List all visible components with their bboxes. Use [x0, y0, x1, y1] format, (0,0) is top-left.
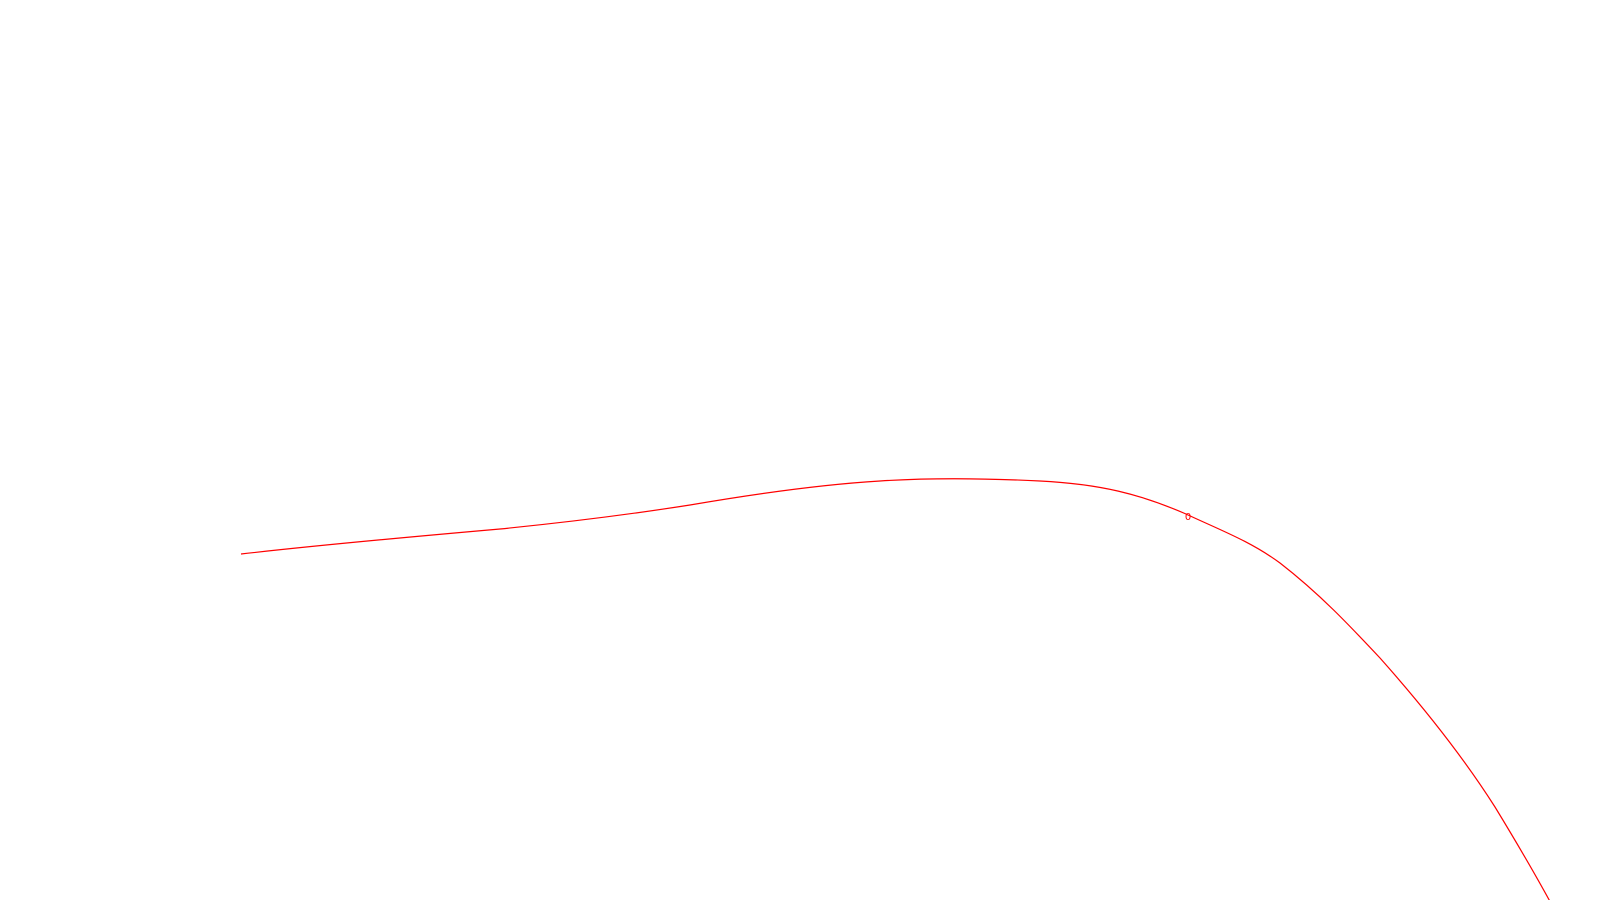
red-curve — [240, 478, 1550, 900]
curve-label: 0 — [1185, 512, 1191, 523]
